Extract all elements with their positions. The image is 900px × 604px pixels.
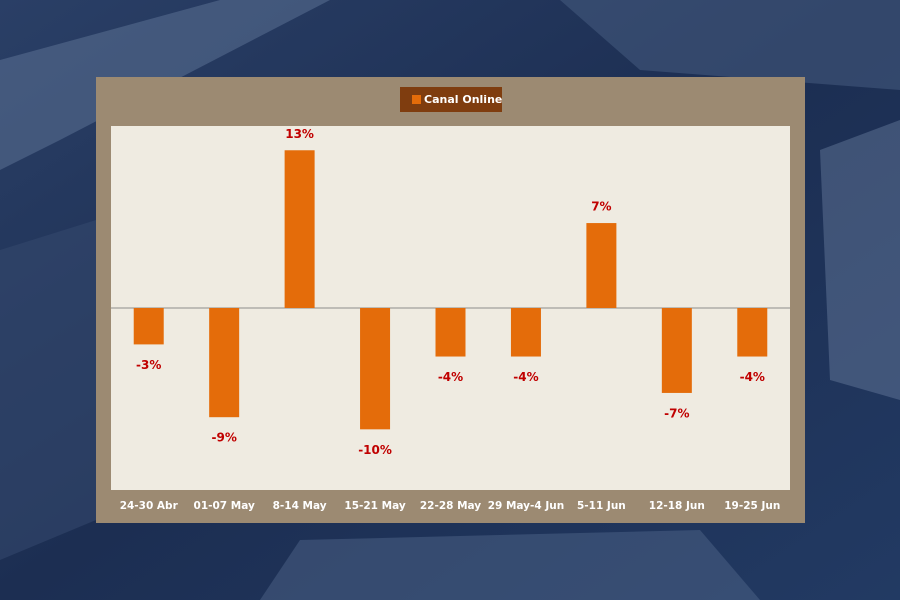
bar	[661, 308, 692, 393]
bar	[360, 308, 391, 430]
data-label: 7%	[591, 200, 611, 214]
x-tick-label: 5-11 Jun	[577, 500, 626, 512]
legend-swatch	[412, 95, 421, 104]
background-shape	[820, 120, 900, 400]
bar	[209, 308, 240, 418]
data-label: -9%	[211, 431, 236, 445]
bar	[737, 308, 768, 357]
legend-label: Canal Online	[424, 93, 502, 106]
x-tick-label: 19-25 Jun	[724, 500, 780, 512]
x-tick-label: 29 May-4 Jun	[488, 500, 565, 512]
x-tick-label: 22-28 May	[420, 500, 481, 512]
x-tick-label: 8-14 May	[273, 500, 327, 512]
data-label: -10%	[358, 443, 392, 457]
x-tick-label: 15-21 May	[344, 500, 405, 512]
data-label: -4%	[513, 370, 538, 384]
data-label: -4%	[438, 370, 463, 384]
bar	[510, 308, 541, 357]
data-label: -4%	[740, 370, 765, 384]
data-label: -3%	[136, 358, 161, 372]
data-label: -7%	[664, 406, 689, 420]
background-shape	[560, 0, 900, 90]
x-tick-label: 24-30 Abr	[120, 500, 179, 512]
data-label: 13%	[285, 127, 314, 141]
bar	[133, 308, 164, 345]
bar	[435, 308, 466, 357]
x-tick-label: 01-07 May	[194, 500, 255, 512]
background-shape	[260, 530, 760, 600]
x-tick-label: 12-18 Jun	[649, 500, 705, 512]
bar	[284, 150, 315, 308]
background-shape	[0, 220, 96, 560]
bar	[586, 223, 617, 308]
